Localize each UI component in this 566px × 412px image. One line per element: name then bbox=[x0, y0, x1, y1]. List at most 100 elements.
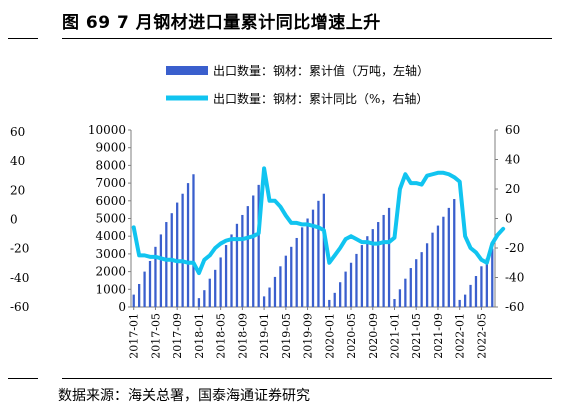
bar bbox=[317, 200, 320, 307]
bar bbox=[154, 246, 157, 307]
bar bbox=[333, 292, 336, 307]
bar bbox=[442, 216, 445, 307]
bar bbox=[224, 245, 228, 307]
source-note: 数据来源：海关总署，国泰海通证券研究 bbox=[58, 388, 310, 404]
bar bbox=[409, 268, 412, 307]
x-tick-label: 2019-05 bbox=[280, 313, 293, 359]
x-tick-label: 2020-09 bbox=[367, 313, 380, 359]
x-tick-label: 2022-01 bbox=[454, 313, 467, 359]
bar bbox=[219, 257, 222, 307]
bar bbox=[447, 207, 450, 307]
bar bbox=[480, 266, 483, 307]
bar bbox=[311, 209, 315, 307]
outer-left-tick-label: 60 bbox=[10, 125, 25, 139]
bar bbox=[214, 269, 217, 307]
bar bbox=[192, 174, 195, 307]
bar bbox=[485, 258, 488, 307]
outer-left-tick-label: 0 bbox=[10, 213, 18, 227]
bar bbox=[252, 195, 255, 307]
x-tick-label: 2017-09 bbox=[171, 313, 184, 359]
outer-left-tick-label: 40 bbox=[10, 154, 25, 168]
title-rule-main bbox=[62, 38, 552, 39]
x-tick-label: 2017-05 bbox=[149, 313, 162, 359]
bar bbox=[268, 287, 271, 307]
outer-left-tick-label: 20 bbox=[10, 183, 25, 197]
legend-line-label: 出口数量：钢材：累计同比（%，右轴） bbox=[213, 91, 428, 106]
right-tick-label: -20 bbox=[505, 241, 524, 255]
legend-bar-label: 出口数量：钢材：累计值（万吨，左轴） bbox=[213, 63, 429, 78]
bar bbox=[377, 222, 380, 307]
bar bbox=[138, 283, 141, 307]
bar bbox=[371, 229, 374, 307]
bar bbox=[290, 246, 293, 307]
bar bbox=[295, 237, 298, 307]
bar bbox=[425, 243, 429, 307]
x-tick-label: 2018-05 bbox=[215, 313, 228, 359]
bar bbox=[257, 184, 260, 307]
bar bbox=[382, 214, 385, 307]
left-tick-label: 2000 bbox=[95, 265, 126, 279]
left-tick-label: 10000 bbox=[88, 123, 126, 137]
bar bbox=[387, 207, 391, 307]
bar bbox=[279, 266, 282, 307]
bar bbox=[404, 278, 407, 307]
bar bbox=[458, 299, 461, 307]
outer-left-tick-label: -20 bbox=[10, 242, 29, 256]
right-tick-label: -60 bbox=[505, 300, 524, 314]
bar bbox=[420, 252, 423, 307]
bar bbox=[284, 255, 287, 307]
bar bbox=[300, 227, 304, 307]
legend: 出口数量：钢材：累计值（万吨，左轴） 出口数量：钢材：累计同比（%，右轴） bbox=[166, 63, 429, 106]
x-tick-label: 2019-09 bbox=[302, 313, 315, 359]
bar bbox=[344, 271, 347, 307]
x-tick-label: 2022-05 bbox=[475, 313, 488, 359]
x-tick-label: 2018-09 bbox=[236, 313, 249, 359]
bar bbox=[132, 294, 135, 307]
left-tick-label: 1000 bbox=[95, 282, 126, 296]
right-tick-label: 40 bbox=[505, 153, 520, 167]
bar bbox=[474, 276, 478, 307]
bar bbox=[186, 183, 190, 307]
left-tick-label: 3000 bbox=[95, 247, 126, 261]
bar bbox=[349, 262, 353, 307]
bar bbox=[165, 222, 168, 307]
x-tick-label: 2021-05 bbox=[410, 313, 423, 359]
bar bbox=[491, 248, 494, 307]
bar bbox=[431, 232, 434, 307]
bar bbox=[181, 193, 184, 307]
figure-title: 图 69 7 月钢材进口量累计同比增速上升 bbox=[62, 13, 381, 33]
source-rule-main bbox=[62, 378, 552, 379]
x-tick-label: 2020-05 bbox=[345, 313, 358, 359]
left-tick-label: 6000 bbox=[95, 194, 126, 208]
outer-left-tick-label: -40 bbox=[10, 271, 29, 285]
outer-left-tick-label: -60 bbox=[10, 300, 29, 314]
bar bbox=[273, 276, 277, 307]
bar bbox=[235, 223, 239, 307]
bar bbox=[366, 236, 369, 307]
x-tick-label: 2020-01 bbox=[323, 313, 336, 359]
x-tick-label: 2017-01 bbox=[128, 313, 141, 359]
x-tick-label: 2021-09 bbox=[432, 313, 445, 359]
bar bbox=[463, 294, 467, 307]
left-tick-label: 5000 bbox=[95, 212, 126, 226]
bar bbox=[415, 259, 418, 307]
bar bbox=[208, 278, 211, 307]
bar bbox=[339, 282, 342, 307]
bar bbox=[176, 202, 179, 307]
bar bbox=[436, 225, 440, 307]
right-tick-label: 0 bbox=[505, 212, 513, 226]
bar bbox=[453, 199, 456, 307]
legend-bar-swatch bbox=[166, 66, 208, 75]
bar bbox=[197, 298, 201, 307]
bar bbox=[469, 284, 472, 308]
bar bbox=[159, 234, 163, 307]
bar bbox=[203, 290, 206, 307]
bar bbox=[306, 218, 309, 307]
bar bbox=[328, 299, 331, 307]
line-series bbox=[131, 166, 506, 276]
bar bbox=[246, 206, 249, 307]
x-tick-label: 2021-01 bbox=[388, 313, 401, 359]
left-tick-label: 4000 bbox=[95, 229, 126, 243]
right-tick-label: 20 bbox=[505, 182, 520, 196]
left-tick-label: 8000 bbox=[95, 158, 126, 172]
